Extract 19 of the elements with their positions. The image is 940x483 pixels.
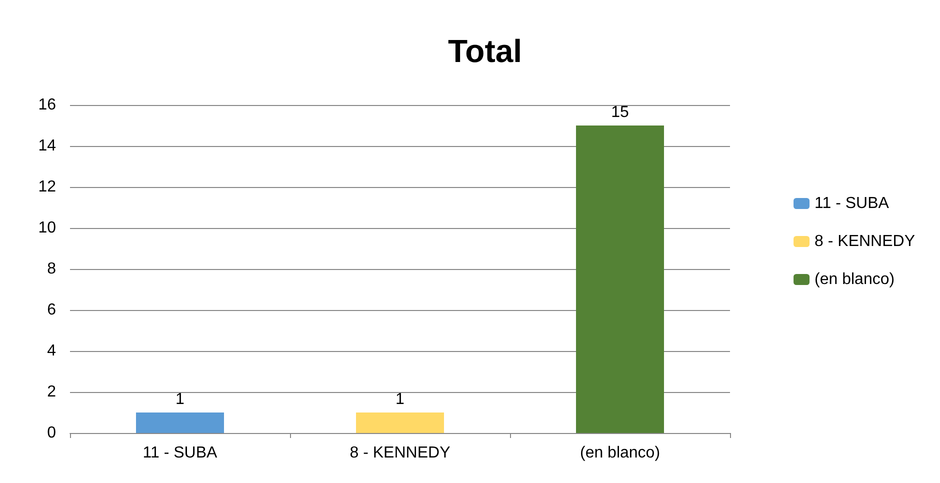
x-tick-label: 11 - SUBA [142,444,218,462]
y-tick-label: 14 [38,138,56,154]
y-tick-label: 16 [38,96,56,114]
chart-title: Total [448,33,522,69]
legend-label: 11 - SUBA [814,195,890,212]
legend-label: 8 - KENNEDY [814,233,916,250]
y-tick-label: 12 [38,178,56,196]
x-tick-label: 8 - KENNEDY [350,444,451,462]
x-tick-label: (en blanco) [580,444,660,462]
data-label: 15 [611,104,629,121]
y-tick-label: 6 [47,302,56,318]
y-tick-label: 10 [38,220,56,236]
data-label: 1 [176,391,185,408]
y-tick-label: 4 [47,342,56,360]
y-tick-label: 2 [47,384,56,400]
data-label: 1 [396,391,405,408]
y-tick-label: 8 [47,260,56,278]
legend-label: (en blanco) [814,271,895,288]
y-tick-label: 0 [47,424,56,442]
